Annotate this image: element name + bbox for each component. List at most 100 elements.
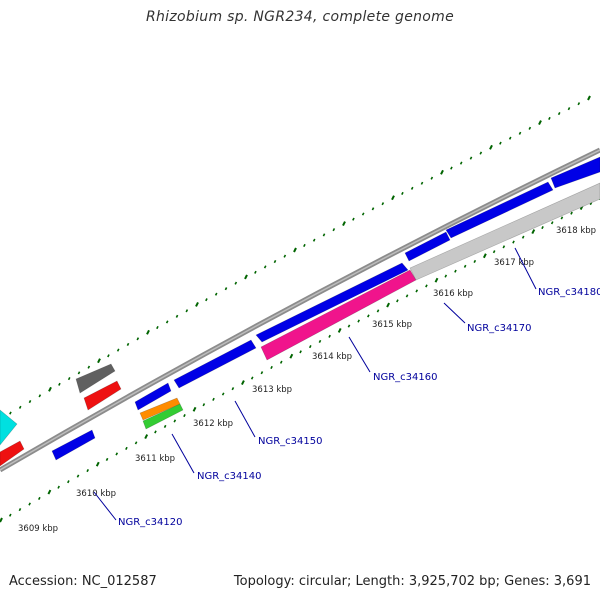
gene-label[interactable]: NGR_c34140 <box>197 471 262 482</box>
inner-tick <box>570 211 573 215</box>
gene-feature[interactable] <box>173 339 257 389</box>
inner-tick <box>18 508 22 512</box>
inner-tick <box>444 274 448 278</box>
gene-features[interactable] <box>0 156 600 467</box>
inner-tick <box>541 226 544 230</box>
outer-tick <box>303 243 306 248</box>
inner-tick <box>502 245 506 249</box>
gene-label-leader <box>234 400 256 438</box>
inner-tick <box>328 334 331 338</box>
outer-tick <box>577 102 581 106</box>
scale-label: 3616 kbp <box>433 289 473 299</box>
outer-tick <box>528 126 532 130</box>
outer-tick <box>254 270 257 274</box>
outer-tick <box>381 202 385 206</box>
gene-label-leader <box>443 302 466 324</box>
outer-tick <box>548 116 551 121</box>
inner-tick <box>289 353 294 359</box>
inner-tick <box>405 294 409 298</box>
outer-tick <box>469 156 473 160</box>
inner-tick <box>221 392 225 396</box>
gene-feature[interactable] <box>404 231 451 262</box>
outer-tick <box>273 259 277 264</box>
gene-feature[interactable] <box>83 380 122 411</box>
gene-feature[interactable] <box>0 440 25 467</box>
gene-label[interactable]: NGR_c34150 <box>258 436 323 447</box>
gene-label-leader <box>171 433 195 474</box>
outer-tick <box>361 212 365 216</box>
outer-tick <box>28 399 32 404</box>
gene-feature[interactable] <box>51 429 96 461</box>
scale-label: 3615 kbp <box>372 320 412 330</box>
inner-tick <box>463 264 467 268</box>
inner-tick <box>37 496 41 500</box>
outer-tick <box>312 238 316 242</box>
outer-tick <box>175 314 179 318</box>
inner-tick <box>47 489 52 495</box>
outer-tick <box>567 107 571 111</box>
gene-feature[interactable] <box>0 409 18 446</box>
outer-tick <box>107 354 110 358</box>
backbone-highlight <box>0 149 600 471</box>
scale-label: 3612 kbp <box>193 419 233 429</box>
scale-label: 3613 kbp <box>252 385 292 395</box>
gene-feature[interactable] <box>550 156 600 189</box>
outer-tick <box>234 281 238 285</box>
gene-label-layer: NGR_c34120 NGR_c34140 NGR_c34150 NGR_c34160… <box>93 247 600 528</box>
outer-tick <box>322 233 326 237</box>
inner-tick <box>212 397 215 401</box>
outer-tick <box>352 217 355 221</box>
inner-tick <box>386 302 390 308</box>
outer-tick <box>67 377 71 381</box>
gene-label[interactable]: NGR_c34170 <box>467 323 532 334</box>
outer-tick <box>185 309 189 313</box>
outer-tick <box>342 221 346 227</box>
outer-tick <box>9 411 12 415</box>
genome-backbone <box>0 147 600 473</box>
outer-tick <box>440 169 444 175</box>
inner-tick <box>560 216 564 220</box>
outer-tick <box>508 136 512 140</box>
inner-tick <box>28 502 31 506</box>
outer-tick <box>499 141 502 145</box>
inner-tick <box>512 240 515 244</box>
outer-tick <box>450 166 453 170</box>
gene-feature[interactable] <box>255 262 409 343</box>
gene-label[interactable]: NGR_c34160 <box>373 372 438 383</box>
gene-label[interactable]: NGR_c34180 <box>538 287 600 298</box>
gene-feature[interactable] <box>134 382 172 411</box>
inner-tick <box>318 339 322 344</box>
inner-tick <box>134 441 138 445</box>
scale-label: 3617 kbp <box>494 258 534 268</box>
outer-tick <box>244 274 248 280</box>
inner-tick <box>57 485 60 489</box>
inner-tick <box>347 324 351 328</box>
scale-label: 3618 kbp <box>556 226 596 236</box>
outer-tick <box>87 365 91 369</box>
inner-tick <box>396 299 399 303</box>
inner-tick <box>425 284 428 288</box>
outer-tick <box>205 298 208 302</box>
outer-tick <box>58 382 61 386</box>
outer-tick <box>332 228 336 232</box>
outer-tick <box>391 195 395 201</box>
inner-tick <box>299 350 302 354</box>
scale-label: 3609 kbp <box>18 524 58 534</box>
outer-tick <box>38 394 42 398</box>
inner-tick <box>86 468 90 473</box>
gene-label[interactable]: NGR_c34120 <box>118 517 183 528</box>
gene-feature[interactable] <box>75 363 116 394</box>
gene-feature[interactable] <box>409 182 600 281</box>
accession-text: Accession: NC_012587 <box>9 574 157 589</box>
inner-tick <box>241 380 245 385</box>
gene-feature[interactable] <box>142 403 184 430</box>
gene-feature[interactable] <box>445 181 554 239</box>
inner-tick <box>270 365 273 370</box>
inner-tick <box>163 424 167 428</box>
inner-tick <box>308 345 312 349</box>
outer-tick <box>430 176 434 180</box>
map-title: Rhizobium sp. NGR234, complete genome <box>145 9 455 25</box>
inner-tick <box>473 259 477 263</box>
outer-tick <box>136 337 140 341</box>
